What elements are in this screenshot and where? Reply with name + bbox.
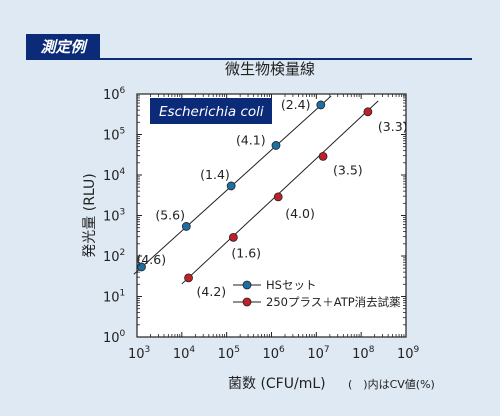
inset-background — [150, 98, 272, 124]
chart-title: 微生物検量線 — [225, 60, 315, 78]
cv-value-label: (1.4) — [200, 167, 230, 182]
legend-entry: HSセット — [266, 278, 316, 292]
legend-marker — [242, 280, 252, 290]
x-tick-label: 106 — [263, 345, 286, 362]
cv-value-label: (4.1) — [236, 132, 266, 147]
cv-value-label: (4.0) — [285, 206, 315, 221]
data-point — [184, 273, 193, 283]
cv-value-label: (1.6) — [231, 245, 261, 260]
legend-marker — [242, 297, 252, 307]
organism-label: Escherichia coli — [159, 104, 264, 120]
axis-ticks: 103 104 105 106 107 108 109 100 101 102 103 104 105 1… — [103, 86, 420, 362]
legend: HSセット 250プラス＋ATP消去試薬 — [233, 278, 401, 309]
x-tick-label: 108 — [352, 345, 375, 362]
cv-value-label: (2.4) — [281, 97, 311, 112]
cv-labels: (4.6) (5.6) (1.4) (4.1) (2.4) (4.2) (1.6) (4.0)… — [136, 97, 407, 299]
cv-value-label: (5.6) — [155, 207, 185, 222]
data-point — [363, 107, 373, 117]
y-axis-title: 発光量 (RLU) — [82, 173, 98, 257]
plot-frame — [136, 93, 407, 338]
data-point — [181, 222, 191, 231]
badge-text: 測定例 — [40, 37, 86, 56]
cv-value-label: (3.5) — [333, 162, 363, 177]
fit-line — [181, 100, 379, 285]
x-tick-label: 109 — [397, 345, 420, 362]
x-tick-label: 105 — [218, 345, 240, 362]
x-tick-label: 104 — [173, 345, 196, 362]
x-axis-title: 菌数 (CFU/mL) — [228, 376, 326, 392]
data-point — [137, 262, 146, 272]
y-tick-label: 100 — [103, 329, 126, 346]
data-point — [318, 151, 328, 161]
y-tick-label: 103 — [103, 208, 125, 225]
y-tick-label: 105 — [103, 127, 125, 144]
data-points — [137, 100, 373, 283]
data-point — [271, 141, 281, 150]
y-tick-label: 104 — [103, 167, 126, 184]
y-tick-label: 106 — [103, 86, 126, 103]
measurement-example-badge: 測定例 — [26, 34, 100, 58]
data-point — [228, 232, 238, 242]
x-tick-label: 103 — [128, 345, 150, 362]
cv-value-label: (3.3) — [378, 119, 408, 134]
data-point — [226, 181, 236, 191]
y-tick-label: 102 — [103, 248, 125, 265]
x-tick-label: 107 — [307, 345, 329, 362]
legend-entry: 250プラス＋ATP消去試薬 — [266, 295, 401, 309]
y-tick-label: 101 — [103, 289, 125, 306]
inset-label-box: Escherichia coli — [150, 98, 272, 124]
data-point — [316, 100, 326, 110]
cv-note: ( )内はCV値(%) — [348, 377, 435, 391]
cv-value-label: (4.2) — [197, 284, 227, 299]
header-underline — [26, 58, 472, 60]
cv-value-label: (4.6) — [136, 252, 166, 267]
data-point — [273, 192, 283, 202]
